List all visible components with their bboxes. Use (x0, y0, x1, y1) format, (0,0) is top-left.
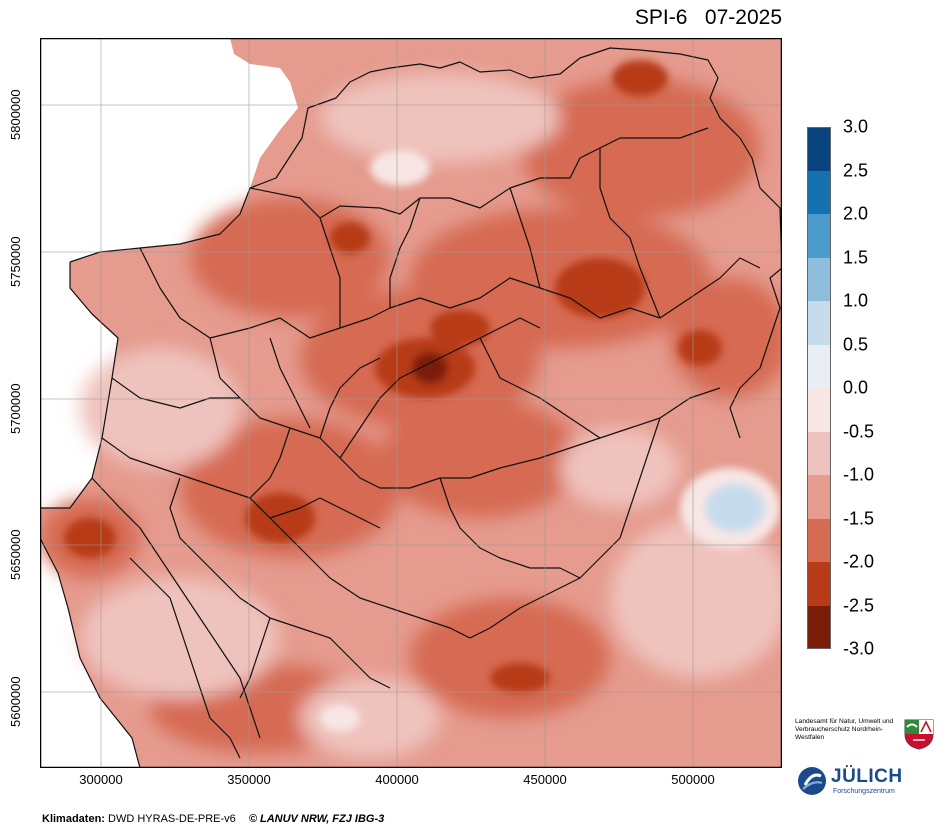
colorbar-swatch (807, 562, 831, 606)
copyright-text: © LANUV NRW, FZJ IBG-3 (248, 813, 385, 825)
colorbar-label: -0.5 (843, 421, 875, 441)
y-tick-label: 5750000 (8, 236, 23, 287)
lanuv-logo-text: Landesamt für Natur, Umwelt und Verbrauc… (795, 718, 894, 741)
colorbar-label: -1.5 (843, 508, 875, 528)
colorbar-label: 1.0 (843, 290, 869, 311)
colorbar-swatch (807, 605, 831, 649)
colorbar-label: 2.5 (843, 160, 869, 180)
colorbar-swatch (807, 170, 831, 214)
y-tick-label: 5650000 (8, 529, 23, 580)
colorbar-swatch (807, 127, 831, 171)
juelich-logo: JÜLICH Forschungszentrum (797, 764, 907, 800)
colorbar-label: 1.5 (843, 247, 869, 267)
colorbar-swatch (807, 388, 831, 432)
district-boundaries (40, 47, 782, 768)
y-tick-label: 5800000 (8, 89, 23, 140)
x-tick-label: 400000 (375, 772, 419, 787)
y-tick-label: 5600000 (8, 676, 23, 727)
colorbar-label: 2.0 (843, 203, 869, 224)
map-title: SPI-6 07-2025 (634, 6, 782, 29)
colorbar-label: -3.0 (843, 638, 875, 659)
map-grid (40, 38, 782, 768)
colorbar (807, 127, 831, 649)
colorbar-label: -2.5 (843, 595, 875, 615)
colorbar-label: -1.0 (843, 464, 875, 485)
spi-map (40, 38, 782, 768)
juelich-emblem-icon (798, 767, 826, 795)
juelich-subtitle: Forschungszentrum (833, 788, 895, 795)
nrw-coat-of-arms-icon (903, 718, 935, 750)
data-source-footer: Klimadaten: DWD HYRAS-DE-PRE-v6 © LANUV … (42, 813, 384, 825)
colorbar-swatch (807, 301, 831, 345)
source-label: Klimadaten: (42, 813, 105, 825)
x-tick-label: 300000 (79, 772, 123, 787)
source-value: DWD HYRAS-DE-PRE-v6 (108, 813, 236, 825)
juelich-name: JÜLICH (831, 766, 903, 787)
colorbar-label: 0.0 (843, 377, 869, 398)
colorbar-swatch (807, 518, 831, 562)
x-tick-label: 500000 (671, 772, 715, 787)
colorbar-swatch (807, 257, 831, 301)
colorbar-swatch (807, 475, 831, 519)
colorbar-swatch (807, 344, 831, 388)
y-tick-label: 5700000 (8, 383, 23, 434)
colorbar-swatch (807, 214, 831, 258)
x-tick-label: 450000 (523, 772, 567, 787)
colorbar-swatch (807, 431, 831, 475)
colorbar-label: 3.0 (843, 116, 869, 137)
colorbar-label: -2.0 (843, 551, 875, 572)
spi-raster (40, 38, 782, 768)
colorbar-label: 0.5 (843, 334, 869, 354)
x-tick-label: 350000 (227, 772, 271, 787)
